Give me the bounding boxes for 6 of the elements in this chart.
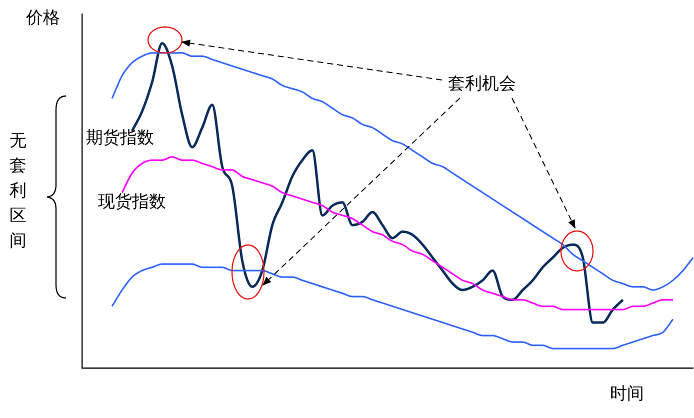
x-axis-title: 时间 [610,384,644,404]
y-axis-title: 价格 [26,8,60,28]
text: 无套利区间 [8,130,28,252]
series-label: 期货指数 [86,128,154,148]
series-label: 现货指数 [98,192,166,212]
annotation: 套利机会 [448,74,516,94]
